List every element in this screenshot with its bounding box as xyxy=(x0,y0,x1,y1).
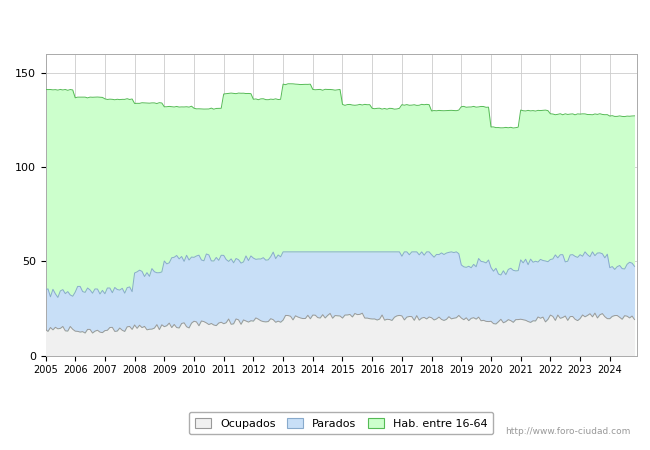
Text: http://www.foro-ciudad.com: http://www.foro-ciudad.com xyxy=(505,428,630,436)
Legend: Ocupados, Parados, Hab. entre 16-64: Ocupados, Parados, Hab. entre 16-64 xyxy=(189,412,493,434)
Text: Aldea de San Miguel - Evolucion de la poblacion en edad de Trabajar Noviembre de: Aldea de San Miguel - Evolucion de la po… xyxy=(72,15,578,25)
